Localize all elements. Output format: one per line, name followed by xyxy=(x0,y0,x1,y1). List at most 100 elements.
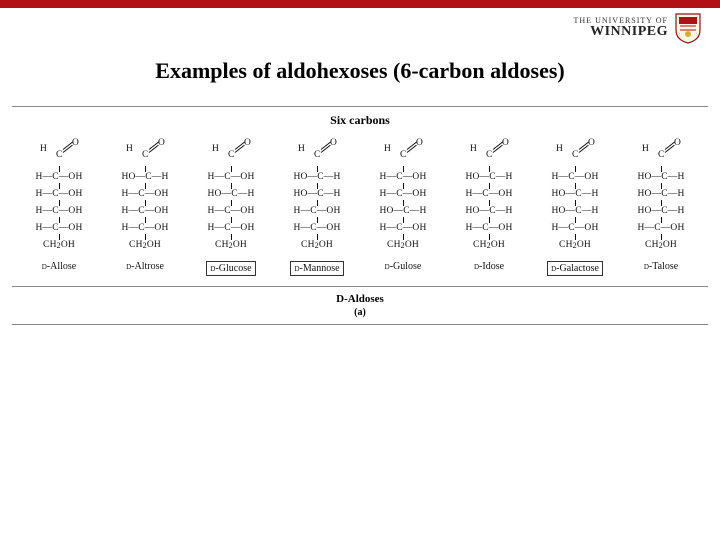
chiral-center: H—C—OH xyxy=(378,223,428,234)
double-bond xyxy=(665,143,675,153)
molecule: HCO HO—C—H H—C—OH HO—C—H H—C—OH CH2OH d-Idose xyxy=(448,138,530,276)
chiral-center: H—C—OH xyxy=(206,206,256,217)
chiral-center: H—C—OH xyxy=(550,172,600,183)
atom-h: H xyxy=(642,144,649,155)
chiral-center: H—C—OH xyxy=(34,223,84,234)
double-bond xyxy=(579,143,589,153)
atom-o: O xyxy=(72,138,79,149)
molecule: HCO H—C—OH H—C—OH H—C—OH H—C—OH CH2OH d-Allose xyxy=(18,138,100,276)
fischer-projection: HCO HO—C—H H—C—OH HO—C—H H—C—OH CH2OH xyxy=(464,138,514,251)
molecule: HCO H—C—OH HO—C—H HO—C—H H—C—OH CH2OH d-Galact… xyxy=(534,138,616,276)
molecule-name: d-Idose xyxy=(474,261,504,272)
molecule-name: d-Allose xyxy=(42,261,77,272)
chiral-center: H—C—OH xyxy=(34,172,84,183)
chiral-center: H—C—OH xyxy=(120,223,170,234)
molecule: HCOHO—C—HHO—C—HHO—C—HH—C—OHCH2OHd-Talose xyxy=(620,138,702,276)
double-bond xyxy=(63,143,73,153)
terminal-group: CH2OH xyxy=(206,240,256,251)
double-bond xyxy=(321,143,331,153)
terminal-group: CH2OH xyxy=(292,240,342,251)
molecule-name: d-Gulose xyxy=(385,261,422,272)
chiral-center: H—C—OH xyxy=(120,206,170,217)
aldehyde-group: HCO xyxy=(120,138,170,164)
double-bond xyxy=(235,143,245,153)
chiral-center: H—C—OH xyxy=(34,189,84,200)
chiral-center: H—C—OH xyxy=(34,206,84,217)
fischer-projection: HCO H—C—OH H—C—OH H—C—OH H—C—OH CH2OH xyxy=(34,138,84,251)
molecule-name: d-Galactose xyxy=(547,261,603,276)
fischer-projection: HCOH—C—OHH—C—OHHO—C—HH—C—OHCH2OH xyxy=(378,138,428,251)
molecules-row: HCO H—C—OH H—C—OH H—C—OH H—C—OH CH2OH d-Allose… xyxy=(12,138,708,282)
chiral-center: HO—C—H xyxy=(292,189,342,200)
double-bond xyxy=(149,143,159,153)
atom-h: H xyxy=(384,144,391,155)
fischer-projection: HCO H—C—OH HO—C—H H—C—OH H—C—OH CH2OH xyxy=(206,138,256,251)
fischer-projection: HCOHO—C—HH—C—OHH—C—OHH—C—OHCH2OH xyxy=(120,138,170,251)
chiral-center: HO—C—H xyxy=(636,189,686,200)
figure-subtitle: Six carbons xyxy=(12,113,708,128)
fischer-projection: HCO HO—C—H HO—C—H H—C—OH H—C—OH CH2OH xyxy=(292,138,342,251)
chiral-center: H—C—OH xyxy=(206,223,256,234)
atom-o: O xyxy=(588,138,595,149)
chiral-center: HO—C—H xyxy=(550,206,600,217)
molecule-name: d-Talose xyxy=(644,261,678,272)
atom-h: H xyxy=(212,144,219,155)
chiral-center: H—C—OH xyxy=(464,189,514,200)
caption-aldoses: D-Aldoses xyxy=(12,293,708,305)
terminal-group: CH2OH xyxy=(378,240,428,251)
molecule: HCOHO—C—HH—C—OHH—C—OHH—C—OHCH2OHd-Altros… xyxy=(104,138,186,276)
molecule-name: d-Glucose xyxy=(206,261,255,276)
chiral-center: H—C—OH xyxy=(464,223,514,234)
crest-icon xyxy=(674,12,702,44)
fischer-projection: HCOHO—C—HHO—C—HHO—C—HH—C—OHCH2OH xyxy=(636,138,686,251)
figure-panel: Six carbons HCO H—C—OH H—C—OH H—C—OH H—C—OH C… xyxy=(12,106,708,287)
chiral-center: HO—C—H xyxy=(464,172,514,183)
double-bond xyxy=(407,143,417,153)
aldehyde-group: HCO xyxy=(378,138,428,164)
terminal-group: CH2OH xyxy=(34,240,84,251)
molecule: HCO H—C—OH HO—C—H H—C—OH H—C—OH CH2OH d-Glucos… xyxy=(190,138,272,276)
atom-h: H xyxy=(126,144,133,155)
atom-o: O xyxy=(330,138,337,149)
chiral-center: H—C—OH xyxy=(292,206,342,217)
molecule: HCO HO—C—H HO—C—H H—C—OH H—C—OH CH2OH d-Mannos… xyxy=(276,138,358,276)
chiral-center: H—C—OH xyxy=(292,223,342,234)
terminal-group: CH2OH xyxy=(636,240,686,251)
molecule-name: d-Altrose xyxy=(126,261,164,272)
aldehyde-group: HCO xyxy=(464,138,514,164)
atom-o: O xyxy=(158,138,165,149)
atom-o: O xyxy=(244,138,251,149)
chiral-center: HO—C—H xyxy=(206,189,256,200)
header-bar xyxy=(0,0,720,8)
university-logo: THE UNIVERSITY OF WINNIPEG xyxy=(574,12,702,44)
atom-o: O xyxy=(674,138,681,149)
chiral-center: HO—C—H xyxy=(550,189,600,200)
aldehyde-group: HCO xyxy=(206,138,256,164)
slide-title: Examples of aldohexoses (6-carbon aldose… xyxy=(0,58,720,84)
chiral-center: HO—C—H xyxy=(636,206,686,217)
molecule: HCOH—C—OHH—C—OHHO—C—HH—C—OHCH2OHd-Gulose xyxy=(362,138,444,276)
double-bond xyxy=(493,143,503,153)
atom-h: H xyxy=(470,144,477,155)
chiral-center: H—C—OH xyxy=(378,172,428,183)
atom-o: O xyxy=(416,138,423,149)
aldehyde-group: HCO xyxy=(636,138,686,164)
terminal-group: CH2OH xyxy=(550,240,600,251)
figure-caption: D-Aldoses (a) xyxy=(12,287,708,325)
atom-h: H xyxy=(298,144,305,155)
chiral-center: HO—C—H xyxy=(464,206,514,217)
aldehyde-group: HCO xyxy=(550,138,600,164)
terminal-group: CH2OH xyxy=(464,240,514,251)
chiral-center: H—C—OH xyxy=(120,189,170,200)
aldehyde-group: HCO xyxy=(34,138,84,164)
fischer-projection: HCO H—C—OH HO—C—H HO—C—H H—C—OH CH2OH xyxy=(550,138,600,251)
caption-sub: (a) xyxy=(12,307,708,318)
chiral-center: HO—C—H xyxy=(378,206,428,217)
molecule-name: d-Mannose xyxy=(290,261,343,276)
chiral-center: H—C—OH xyxy=(550,223,600,234)
chiral-center: H—C—OH xyxy=(206,172,256,183)
atom-h: H xyxy=(556,144,563,155)
chiral-center: HO—C—H xyxy=(292,172,342,183)
aldehyde-group: HCO xyxy=(292,138,342,164)
atom-o: O xyxy=(502,138,509,149)
